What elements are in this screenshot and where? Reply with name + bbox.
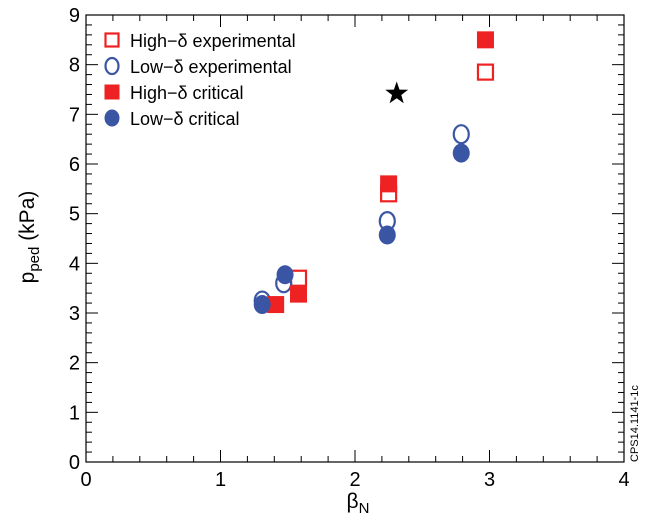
y-tick-label: 3 <box>69 303 80 325</box>
data-point <box>378 225 396 245</box>
data-point <box>380 175 398 193</box>
figure-id-label: CPS14.1141-1c <box>629 385 641 462</box>
data-point <box>476 31 494 49</box>
legend-label: Low−δ experimental <box>130 57 292 77</box>
data-point <box>452 143 470 163</box>
y-tick-label: 9 <box>69 5 80 27</box>
y-tick-label: 5 <box>69 204 80 226</box>
axes: 0 1 2 3 4 0 1 2 3 4 5 6 7 8 9 <box>69 5 630 491</box>
y-tick-label: 2 <box>69 353 80 375</box>
y-tick-label: 1 <box>69 402 80 424</box>
legend-label: Low−δ critical <box>130 109 240 129</box>
x-tick-label: 3 <box>484 469 495 491</box>
data-point <box>476 63 495 81</box>
y-tick-label: 7 <box>69 104 80 126</box>
x-tick-label: 1 <box>215 469 226 491</box>
x-tick-label: 4 <box>618 469 629 491</box>
legend-marker <box>104 84 120 100</box>
data-point <box>253 295 271 315</box>
data-point <box>276 265 294 285</box>
y-tick-label: 6 <box>69 154 80 176</box>
legend-marker <box>104 56 120 76</box>
series-3 <box>253 143 470 315</box>
data-point <box>452 124 470 145</box>
legend: High−δ experimental Low−δ experimental Hig… <box>104 31 296 129</box>
x-tick-label: 0 <box>80 469 91 491</box>
y-axis-title: pped (kPa) <box>16 191 43 284</box>
series-2 <box>267 31 494 314</box>
star-marker <box>385 81 409 104</box>
y-tick-label: 8 <box>69 55 80 77</box>
legend-label: High−δ critical <box>130 83 244 103</box>
x-axis-title: βN <box>347 490 370 515</box>
series-layer <box>253 31 495 315</box>
legend-label: High−δ experimental <box>130 31 296 51</box>
legend-marker <box>104 109 120 127</box>
x-tick-label: 2 <box>349 469 360 491</box>
y-tick-label: 4 <box>69 253 80 275</box>
legend-marker <box>104 32 120 48</box>
data-point <box>267 296 285 314</box>
y-tick-label: 0 <box>69 452 80 474</box>
data-point <box>290 285 308 303</box>
